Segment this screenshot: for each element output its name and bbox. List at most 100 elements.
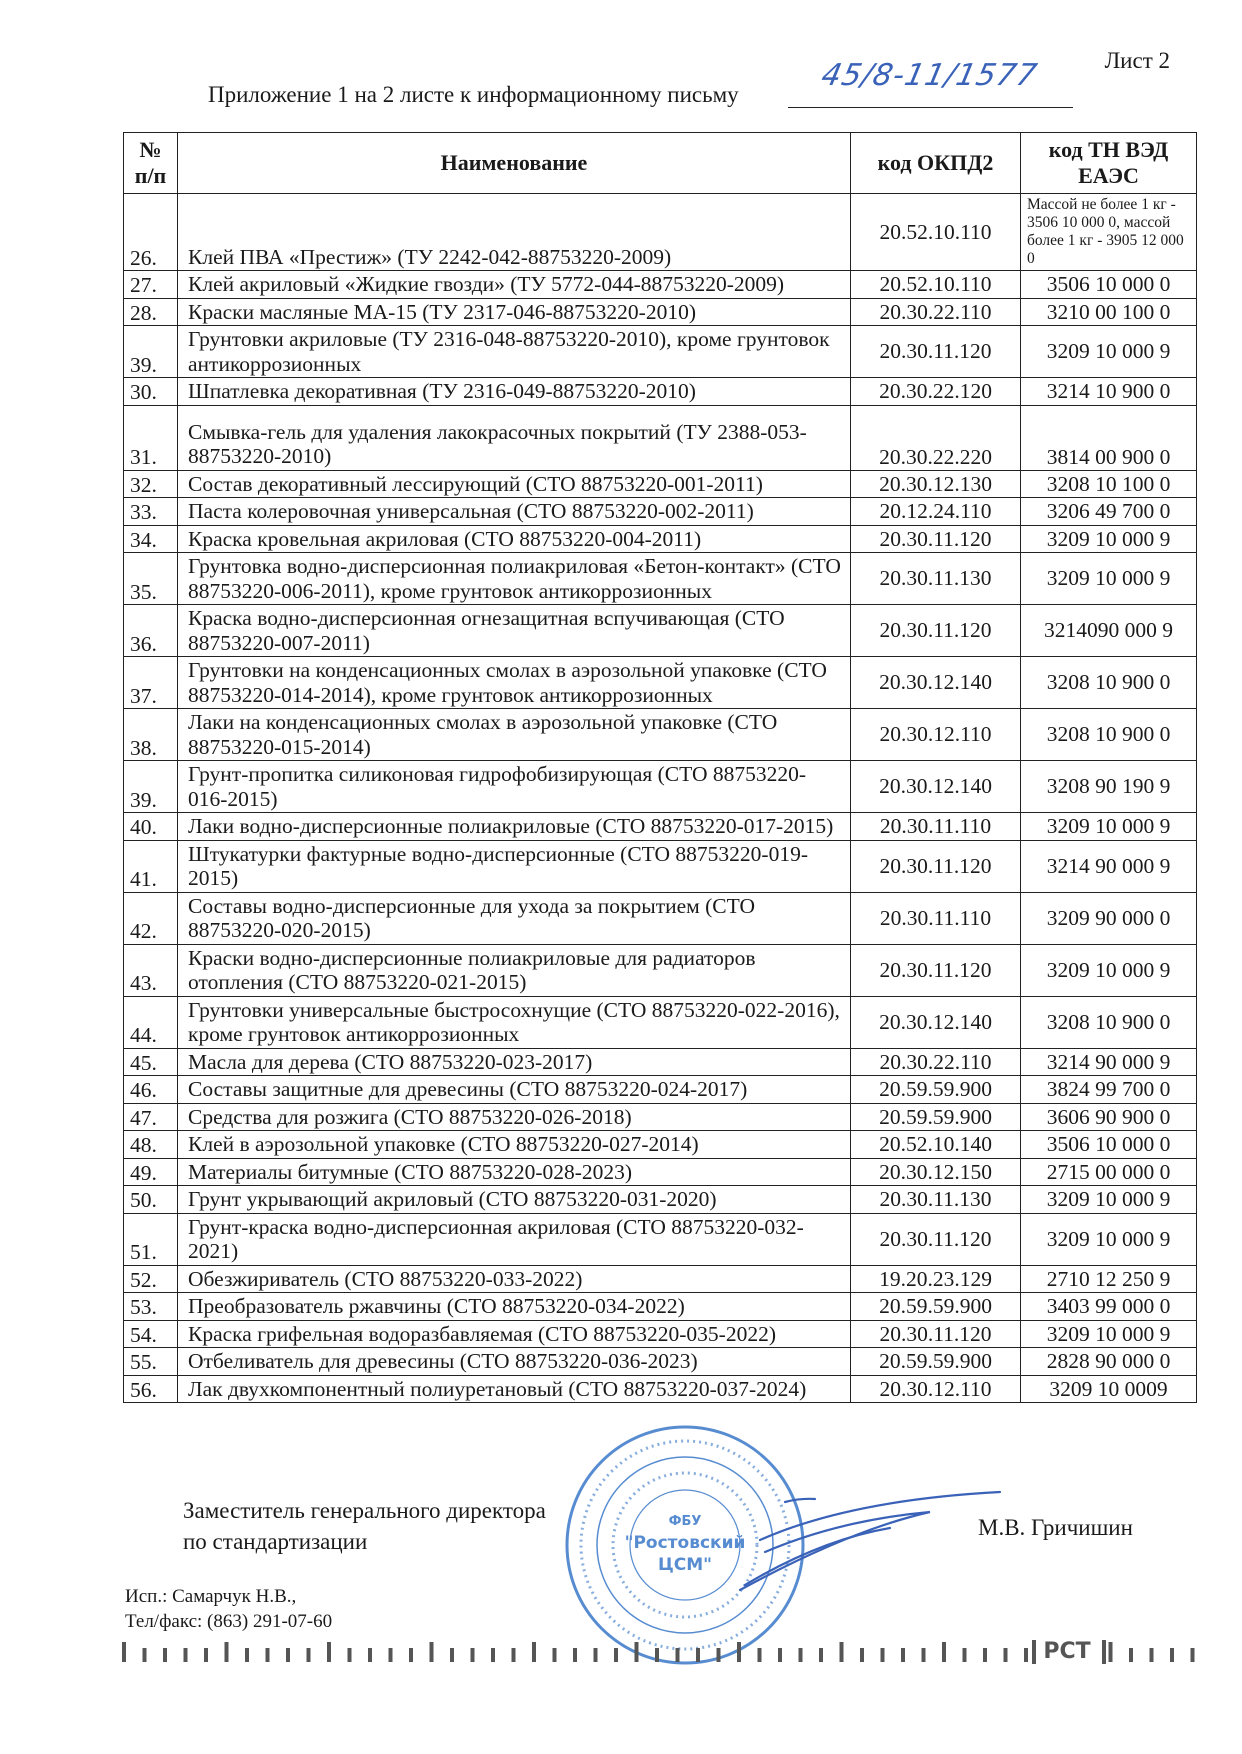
sheet-number: Лист 2 [1104, 48, 1170, 73]
table-row: 54. Краска грифельная водоразбавляемая (С… [123, 1319, 1197, 1348]
ruler-tick [655, 1648, 659, 1662]
products-table: № п/п Наименование код ОКПД2 код ТН ВЭД … [123, 132, 1197, 1403]
tnved-code: 3209 10 000 9 [1020, 1212, 1197, 1266]
product-name: Краска водно-дисперсионная огнезащитная … [177, 604, 851, 657]
row-number: 45. [123, 1047, 178, 1076]
product-name: Краски масляные МА-15 (ТУ 2317-046-88753… [177, 297, 851, 326]
table-row: 47. Средства для розжига (СТО 88753220-02… [123, 1102, 1197, 1131]
product-name: Клей акриловый «Жидкие гвозди» (ТУ 5772-… [177, 270, 851, 299]
tnved-code: 3208 10 900 0 [1020, 656, 1197, 709]
okpd2-code: 20.30.11.120 [850, 943, 1021, 997]
row-number: 43. [123, 943, 178, 997]
product-name: Грунт-пропитка силиконовая гидрофобизиру… [177, 760, 851, 813]
okpd2-code: 20.30.11.130 [850, 1185, 1021, 1214]
ruler-tick [1003, 1648, 1008, 1662]
ruler-tick [921, 1648, 926, 1662]
ruler-tick [839, 1642, 844, 1662]
ruler-tick [470, 1648, 475, 1662]
letter-number-underline [788, 107, 1073, 108]
tnved-code: 2710 12 250 9 [1020, 1264, 1197, 1293]
svg-text:ЦСМ": ЦСМ" [658, 1555, 712, 1575]
table-row: 40. Лаки водно-дисперсионные полиакриловы… [123, 812, 1197, 841]
tnved-code: 3208 10 900 0 [1020, 708, 1197, 761]
row-number: 33. [123, 497, 178, 526]
tnved-code: 3210 00 100 0 [1020, 297, 1197, 326]
ruler-tick [306, 1648, 311, 1662]
tnved-code: 3209 10 000 9 [1020, 1185, 1197, 1214]
row-number: 49. [123, 1157, 178, 1186]
table-row: 35. Грунтовка водно-дисперсионная полиакр… [123, 552, 1197, 605]
okpd2-code: 19.20.23.129 [850, 1264, 1021, 1293]
ruler-tick [675, 1648, 680, 1662]
row-number: 55. [123, 1347, 178, 1376]
okpd2-code: 20.52.10.110 [850, 270, 1021, 299]
product-name: Смывка-гель для удаления лакокрасочных п… [177, 404, 851, 471]
tnved-code: 3403 99 000 0 [1020, 1292, 1197, 1321]
okpd2-code: 20.30.12.150 [850, 1157, 1021, 1186]
column-header-tnved: код ТН ВЭД ЕАЭС [1020, 132, 1197, 194]
row-number: 38. [123, 708, 178, 761]
okpd2-code: 20.30.11.120 [850, 1212, 1021, 1266]
ruler-tick [1129, 1648, 1133, 1662]
tnved-code: 3208 10 100 0 [1020, 469, 1197, 498]
product-name: Клей ПВА «Престиж» (ТУ 2242-042-88753220… [177, 193, 851, 271]
tnved-code: 3209 10 000 9 [1020, 1319, 1197, 1348]
ruler-tick [224, 1642, 229, 1662]
tnved-code: 3208 90 190 9 [1020, 760, 1197, 813]
row-number: 32. [123, 469, 178, 498]
product-name: Лак двухкомпонентный полиуретановый (СТО… [177, 1374, 851, 1403]
ruler-tick [737, 1642, 741, 1662]
table-body: 26. Клей ПВА «Престиж» (ТУ 2242-042-88753… [123, 193, 1197, 1403]
okpd2-code: 20.30.22.110 [850, 1047, 1021, 1076]
row-number: 27. [123, 270, 178, 299]
tnved-code: 3606 90 900 0 [1020, 1102, 1197, 1131]
tnved-code: 3506 10 000 0 [1020, 270, 1197, 299]
product-name: Клей в аэрозольной упаковке (СТО 8875322… [177, 1130, 851, 1159]
tnved-code: Массой не более 1 кг - 3506 10 000 0, ма… [1020, 193, 1197, 271]
table-row: 37. Грунтовки на конденсационных смолах в… [123, 656, 1197, 709]
okpd2-code: 20.30.11.120 [850, 524, 1021, 553]
ruler-tick [327, 1642, 331, 1662]
table-row: 52. Обезжириватель (СТО 88753220-033-2022… [123, 1264, 1197, 1293]
table-row: 45. Масла для дерева (СТО 88753220-023-20… [123, 1047, 1197, 1076]
ruler-tick [696, 1648, 700, 1662]
product-name: Штукатурки фактурные водно-дисперсионные… [177, 839, 851, 893]
ruler-tick [122, 1642, 126, 1662]
table-row: 55. Отбеливатель для древесины (СТО 88753… [123, 1347, 1197, 1376]
okpd2-code: 20.30.11.130 [850, 552, 1021, 605]
svg-text:ФБУ: ФБУ [669, 1514, 702, 1529]
signatory-position-line2: по стандартизации [183, 1529, 368, 1554]
ruler-tick [778, 1648, 782, 1662]
row-number: 44. [123, 995, 178, 1049]
table-row: 42. Составы водно-дисперсионные для ухода… [123, 891, 1197, 945]
tnved-code: 3814 00 900 0 [1020, 404, 1197, 471]
row-number: 48. [123, 1130, 178, 1159]
product-name: Средства для розжига (СТО 88753220-026-2… [177, 1102, 851, 1131]
product-name: Грунт укрывающий акриловый (СТО 88753220… [177, 1185, 851, 1214]
table-row: 43. Краски водно-дисперсионные полиакрило… [123, 943, 1197, 997]
okpd2-code: 20.52.10.110 [850, 193, 1021, 271]
product-name: Преобразователь ржавчины (СТО 88753220-0… [177, 1292, 851, 1321]
ruler-tick [163, 1648, 167, 1662]
row-number: 52. [123, 1264, 178, 1293]
table-row: 28. Краски масляные МА-15 (ТУ 2317-046-88… [123, 297, 1197, 326]
table-row: 38. Лаки на конденсационных смолах в аэро… [123, 708, 1197, 761]
table-row: 53. Преобразователь ржавчины (СТО 8875322… [123, 1292, 1197, 1321]
okpd2-code: 20.30.11.110 [850, 891, 1021, 945]
tnved-code: 3209 10 000 9 [1020, 812, 1197, 841]
ruler-tick [880, 1648, 885, 1662]
product-name: Обезжириватель (СТО 88753220-033-2022) [177, 1264, 851, 1293]
row-number: 51. [123, 1212, 178, 1266]
okpd2-code: 20.30.12.110 [850, 708, 1021, 761]
row-number: 39. [123, 760, 178, 813]
column-header-number: № п/п [123, 132, 178, 194]
table-row: 39. Грунт-пропитка силиконовая гидрофобиз… [123, 760, 1197, 813]
okpd2-code: 20.59.59.900 [850, 1292, 1021, 1321]
product-name: Состав декоративный лессирующий (СТО 887… [177, 469, 851, 498]
product-name: Составы защитные для древесины (СТО 8875… [177, 1075, 851, 1104]
row-number: 34. [123, 524, 178, 553]
product-name: Грунт-краска водно-дисперсионная акрилов… [177, 1212, 851, 1266]
row-number: 35. [123, 552, 178, 605]
signatory-position-line1: Заместитель генерального директора [183, 1498, 546, 1523]
ruler-tick [1190, 1648, 1195, 1662]
